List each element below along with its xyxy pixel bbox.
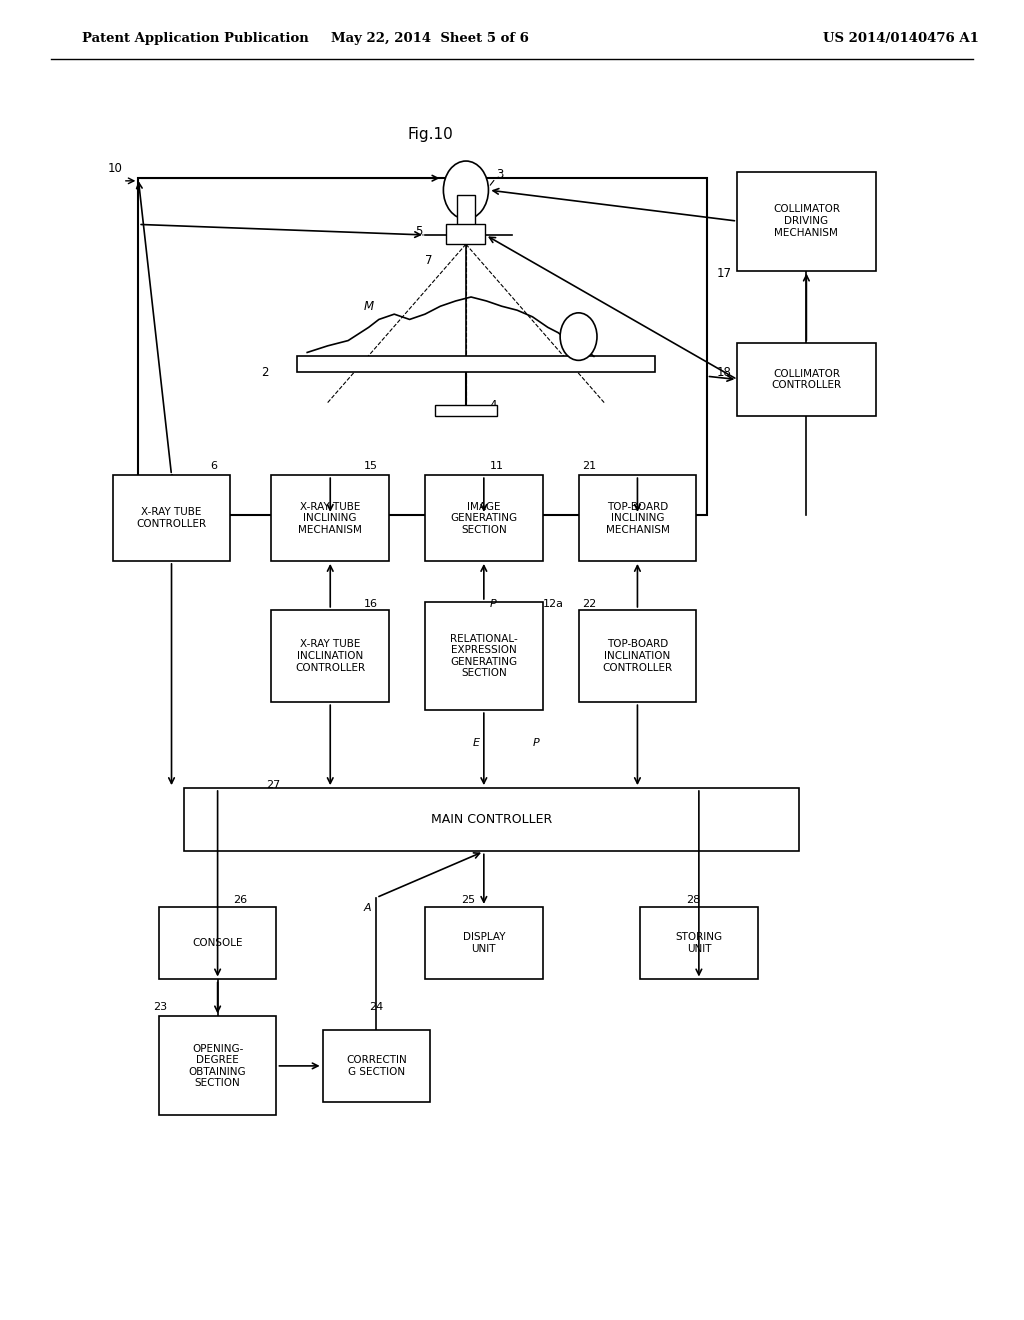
Text: M: M: [364, 300, 374, 313]
Bar: [457, 195, 475, 228]
Text: 5: 5: [415, 224, 422, 238]
Text: OPENING-
DEGREE
OBTAINING
SECTION: OPENING- DEGREE OBTAINING SECTION: [188, 1044, 247, 1088]
FancyBboxPatch shape: [113, 475, 230, 561]
Text: 2: 2: [261, 366, 268, 379]
Text: 18: 18: [717, 366, 732, 379]
Text: 3: 3: [497, 168, 504, 181]
FancyBboxPatch shape: [184, 788, 799, 851]
Text: 15: 15: [364, 461, 378, 471]
Text: 10: 10: [108, 161, 123, 174]
Text: Fig.10: Fig.10: [408, 127, 453, 141]
Text: May 22, 2014  Sheet 5 of 6: May 22, 2014 Sheet 5 of 6: [331, 32, 529, 45]
FancyBboxPatch shape: [271, 475, 389, 561]
Text: 26: 26: [233, 895, 248, 906]
Text: CORRECTIN
G SECTION: CORRECTIN G SECTION: [346, 1055, 407, 1077]
Text: COLLIMATOR
CONTROLLER: COLLIMATOR CONTROLLER: [771, 368, 842, 391]
Text: COLLIMATOR
DRIVING
MECHANISM: COLLIMATOR DRIVING MECHANISM: [773, 205, 840, 238]
FancyBboxPatch shape: [737, 343, 876, 416]
Text: STORING
UNIT: STORING UNIT: [675, 932, 723, 954]
FancyBboxPatch shape: [159, 907, 276, 979]
FancyBboxPatch shape: [323, 1030, 430, 1102]
FancyBboxPatch shape: [640, 907, 758, 979]
FancyBboxPatch shape: [425, 475, 543, 561]
FancyBboxPatch shape: [425, 907, 543, 979]
Text: 4: 4: [489, 399, 497, 412]
Bar: [446, 224, 485, 244]
FancyBboxPatch shape: [425, 602, 543, 710]
Text: A: A: [364, 903, 371, 913]
FancyBboxPatch shape: [579, 475, 696, 561]
Bar: [435, 405, 497, 416]
Text: X-RAY TUBE
INCLINATION
CONTROLLER: X-RAY TUBE INCLINATION CONTROLLER: [295, 639, 366, 673]
Text: RELATIONAL-
EXPRESSION
GENERATING
SECTION: RELATIONAL- EXPRESSION GENERATING SECTIO…: [450, 634, 518, 678]
Circle shape: [443, 161, 488, 219]
Bar: [297, 356, 655, 372]
Text: US 2014/0140476 A1: US 2014/0140476 A1: [823, 32, 979, 45]
FancyBboxPatch shape: [159, 1016, 276, 1115]
Text: IMAGE
GENERATING
SECTION: IMAGE GENERATING SECTION: [451, 502, 517, 535]
Text: X-RAY TUBE
INCLINING
MECHANISM: X-RAY TUBE INCLINING MECHANISM: [298, 502, 362, 535]
FancyBboxPatch shape: [579, 610, 696, 702]
Circle shape: [560, 313, 597, 360]
Text: E: E: [473, 738, 480, 748]
Text: 27: 27: [266, 780, 281, 791]
Text: 21: 21: [582, 461, 596, 471]
Text: 17: 17: [717, 267, 732, 280]
Text: DISPLAY
UNIT: DISPLAY UNIT: [463, 932, 505, 954]
Text: 11: 11: [489, 461, 504, 471]
Text: 6: 6: [210, 461, 217, 471]
Text: Patent Application Publication: Patent Application Publication: [82, 32, 308, 45]
Text: X-RAY TUBE
CONTROLLER: X-RAY TUBE CONTROLLER: [136, 507, 207, 529]
Text: 23: 23: [154, 1002, 168, 1012]
FancyBboxPatch shape: [737, 172, 876, 271]
FancyBboxPatch shape: [271, 610, 389, 702]
Text: 22: 22: [582, 599, 596, 610]
Text: 25: 25: [461, 895, 475, 906]
Text: 16: 16: [364, 599, 378, 610]
Text: MAIN CONTROLLER: MAIN CONTROLLER: [431, 813, 552, 826]
Text: 7: 7: [425, 253, 432, 267]
Text: P: P: [489, 599, 497, 610]
Text: 28: 28: [686, 895, 700, 906]
Text: TOP-BOARD
INCLINATION
CONTROLLER: TOP-BOARD INCLINATION CONTROLLER: [602, 639, 673, 673]
Text: P: P: [532, 738, 540, 748]
Text: 12a: 12a: [543, 599, 564, 610]
Text: TOP-BOARD
INCLINING
MECHANISM: TOP-BOARD INCLINING MECHANISM: [605, 502, 670, 535]
Text: CONSOLE: CONSOLE: [193, 939, 243, 948]
Bar: [138, 178, 707, 515]
Text: 24: 24: [369, 1002, 383, 1012]
